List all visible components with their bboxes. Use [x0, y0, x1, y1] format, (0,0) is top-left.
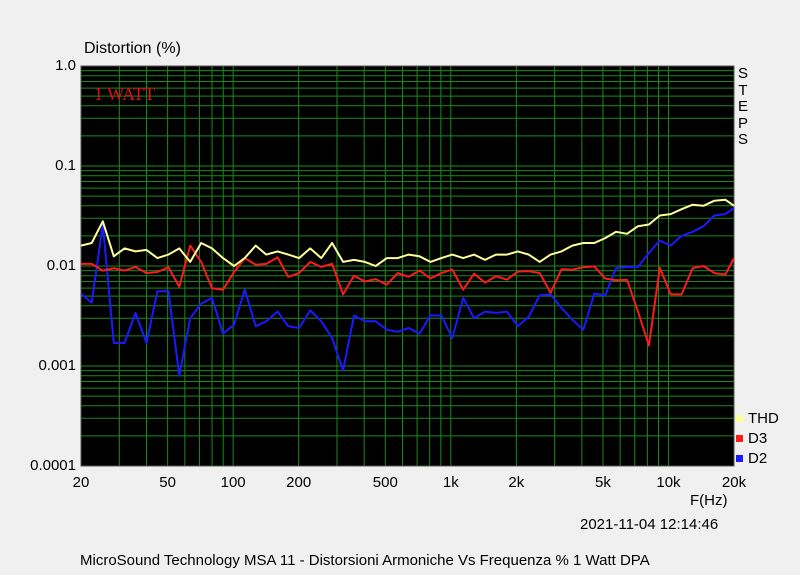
legend-label-thd: THD [748, 410, 779, 427]
y-tick-label: 0.0001 [30, 457, 76, 474]
steps-letter: S [737, 65, 748, 82]
y-tick-label: 1.0 [55, 57, 76, 74]
legend-item-thd: THD [736, 410, 779, 427]
steps-letter: T [738, 81, 748, 99]
legend-swatch-d3 [736, 435, 743, 442]
x-tick-label: 20 [72, 474, 90, 491]
series-line-d3 [81, 244, 735, 347]
legend-item-d2: D2 [736, 450, 767, 467]
plot-frame [80, 65, 735, 467]
timestamp: 2021-11-04 12:14:46 [580, 516, 719, 533]
x-tick-label: 1k [442, 474, 459, 491]
x-tick-label: 200 [286, 474, 312, 491]
x-axis-title: F(Hz) [690, 492, 728, 509]
x-tick-label: 5k [595, 474, 611, 491]
steps-letter: E [737, 98, 748, 115]
steps-letter: S [737, 131, 748, 148]
x-tick-label: 100 [220, 474, 246, 491]
power-annotation: 1 WATT [94, 84, 156, 104]
footer-caption: MicroSound Technology MSA 11 - Distorsio… [80, 552, 650, 569]
legend-swatch-thd [736, 415, 743, 422]
series-line-d2 [80, 207, 735, 377]
x-tick-label: 500 [372, 474, 398, 491]
x-tick-label: 20k [721, 474, 747, 491]
x-tick-label: 10k [656, 474, 681, 491]
y-axis-title: Distortion (%) [84, 40, 181, 57]
legend-item-d3: D3 [736, 430, 767, 447]
x-tick-label: 50 [159, 474, 176, 491]
legend-label-d3: D3 [748, 430, 768, 447]
legend-swatch-d2 [736, 455, 743, 462]
legend-label-d2: D2 [748, 450, 768, 467]
steps-letter: P [737, 114, 748, 132]
y-tick-label: 0.001 [38, 357, 76, 374]
x-tick-label: 2k [508, 474, 525, 491]
y-tick-label: 0.1 [55, 157, 76, 174]
series-line-thd [80, 198, 735, 267]
y-tick-label: 0.01 [46, 257, 76, 274]
